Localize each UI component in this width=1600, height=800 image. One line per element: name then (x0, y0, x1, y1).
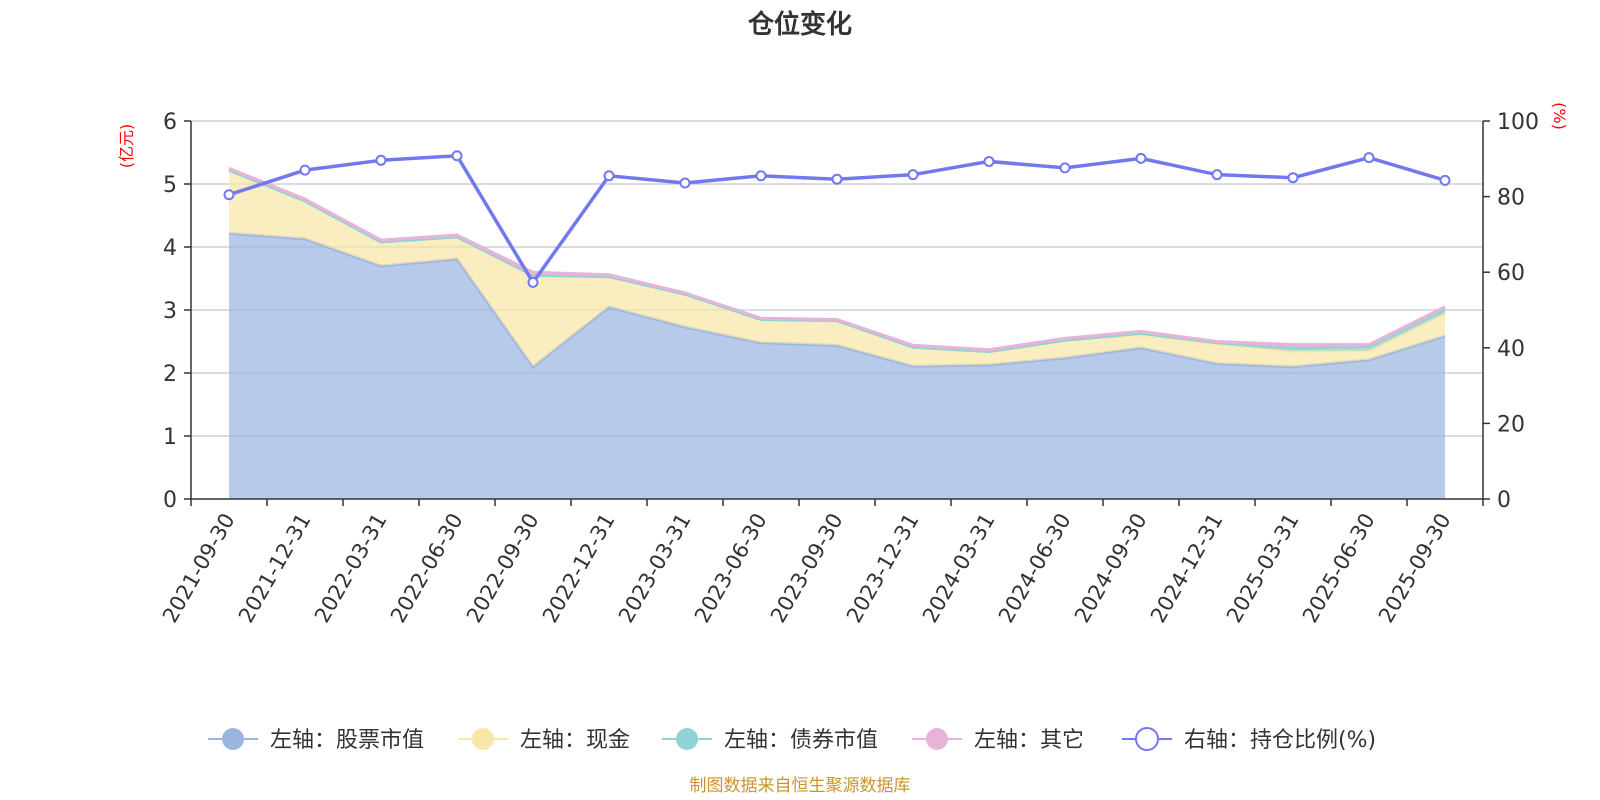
ratio-point (1363, 152, 1375, 164)
legend-marker (222, 728, 244, 750)
right-tick-label: 0 (1497, 488, 1511, 513)
left-tick-label: 2 (163, 362, 177, 387)
x-tick-label: 2022-12-31 (538, 509, 620, 627)
legend-marker (472, 728, 494, 750)
right-axis-unit: (%) (1550, 102, 1569, 130)
legend[interactable]: 左轴：股票市值 左轴：现金 左轴：债券市值 左轴：其它 右轴：持仓比例(%) (208, 727, 1376, 753)
ratio-point (299, 164, 311, 176)
x-tick-label: 2022-03-31 (310, 509, 392, 627)
area-左轴：现金 (229, 170, 1445, 367)
left-tick-label: 3 (163, 299, 177, 324)
legend-label: 左轴：股票市值 (270, 728, 424, 753)
legend-marker (676, 728, 698, 750)
left-axis-unit: (亿元) (117, 124, 136, 169)
left-tick-label: 0 (163, 488, 177, 513)
ratio-point (451, 150, 463, 162)
ratio-point (1135, 152, 1147, 164)
x-tick-label: 2023-03-31 (614, 509, 696, 627)
x-tick-label: 2021-09-30 (158, 509, 240, 627)
x-tick-label: 2023-09-30 (766, 509, 848, 627)
right-tick-label: 60 (1497, 261, 1525, 286)
x-tick-label: 2025-03-31 (1222, 509, 1304, 627)
x-tick-label: 2021-12-31 (234, 509, 316, 627)
left-tick-label: 1 (163, 425, 177, 450)
x-tick-label: 2023-12-31 (842, 509, 924, 627)
legend-label: 左轴：其它 (974, 728, 1084, 753)
ratio-point (1211, 169, 1223, 181)
right-tick-label: 40 (1497, 337, 1525, 362)
x-tick-label: 2025-06-30 (1298, 509, 1380, 627)
stacked-areas (228, 166, 1446, 499)
x-tick-label: 2024-06-30 (994, 509, 1076, 627)
area-左轴：股票市值 (229, 233, 1445, 499)
ratio-point (603, 170, 615, 182)
ratio-point (1287, 172, 1299, 184)
right-tick-label: 20 (1497, 412, 1525, 437)
holding-ratio-line (223, 150, 1451, 288)
legend-label: 左轴：债券市值 (724, 728, 878, 753)
chart-title: 仓位变化 (747, 9, 852, 40)
x-tick-label: 2023-06-30 (690, 509, 772, 627)
legend-label: 左轴：现金 (520, 728, 630, 753)
ratio-point (1439, 174, 1451, 186)
ratio-point (831, 173, 843, 185)
x-tick-label: 2022-09-30 (462, 509, 544, 627)
legend-marker (926, 728, 948, 750)
left-tick-label: 4 (163, 236, 177, 261)
ratio-point (527, 276, 539, 288)
right-tick-label: 80 (1497, 186, 1525, 211)
legend-marker (1135, 727, 1159, 751)
x-tick-label: 2022-06-30 (386, 509, 468, 627)
ratio-point (223, 189, 235, 201)
area-edge-左轴：其它 (228, 166, 1446, 352)
x-tick-label: 2025-09-30 (1374, 509, 1456, 627)
legend-label: 右轴：持仓比例(%) (1184, 728, 1376, 753)
ratio-point (1059, 162, 1071, 174)
right-tick-label: 100 (1497, 110, 1539, 135)
x-tick-label: 2024-09-30 (1070, 509, 1152, 627)
ratio-point (375, 154, 387, 166)
source-note: 制图数据来自恒生聚源数据库 (690, 776, 911, 796)
ratio-point (755, 170, 767, 182)
ratio-point (679, 177, 691, 189)
ratio-point (983, 155, 995, 167)
x-tick-label: 2024-03-31 (918, 509, 1000, 627)
left-tick-label: 5 (163, 173, 177, 198)
left-tick-label: 6 (163, 110, 177, 135)
ratio-point (907, 169, 919, 181)
x-tick-label: 2024-12-31 (1146, 509, 1228, 627)
